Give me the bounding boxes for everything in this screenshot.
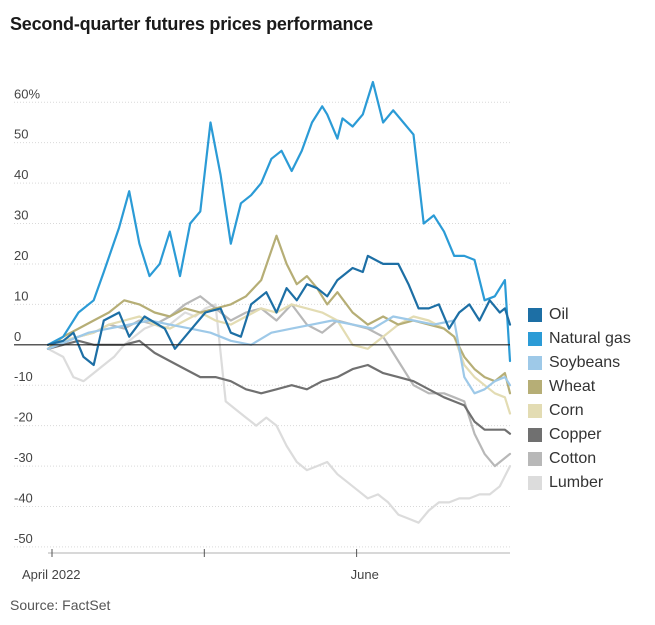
legend: Oil Natural gas Soybeans Wheat Corn Copper Cot… — [528, 303, 631, 495]
y-tick-label: 60% — [14, 86, 40, 101]
legend-swatch — [528, 428, 542, 442]
series-line-wheat — [46, 234, 512, 395]
series-line-soybeans — [46, 315, 512, 395]
legend-item: Lumber — [528, 471, 631, 495]
y-tick-label: -30 — [14, 450, 33, 465]
legend-label: Oil — [549, 306, 569, 323]
legend-label: Cotton — [549, 450, 597, 467]
y-tick-label: 30 — [14, 208, 28, 223]
legend-item: Copper — [528, 423, 631, 447]
y-tick-label: 40 — [14, 167, 28, 182]
legend-swatch — [528, 380, 542, 394]
legend-swatch — [528, 308, 542, 322]
legend-item: Cotton — [528, 447, 631, 471]
x-tick-label: June — [351, 567, 379, 582]
x-tick-label: April 2022 — [22, 567, 81, 582]
y-tick-label: 0 — [14, 329, 21, 344]
series-line-corn — [46, 303, 512, 415]
chart-title: Second-quarter futures prices performanc… — [10, 14, 373, 34]
y-tick-label: 10 — [14, 288, 28, 303]
y-tick-label: -20 — [14, 410, 33, 425]
legend-label: Natural gas — [549, 330, 631, 347]
legend-label: Soybeans — [549, 354, 621, 371]
y-tick-label: -50 — [14, 531, 33, 546]
legend-label: Wheat — [549, 378, 596, 395]
series-line-oil — [46, 254, 512, 367]
legend-item: Wheat — [528, 375, 631, 399]
y-tick-label: -10 — [14, 369, 33, 384]
legend-item: Corn — [528, 399, 631, 423]
legend-swatch — [528, 452, 542, 466]
legend-item: Oil — [528, 303, 631, 327]
legend-label: Corn — [549, 402, 584, 419]
y-tick-label: 20 — [14, 248, 28, 263]
legend-swatch — [528, 476, 542, 490]
series-line-copper — [46, 339, 512, 435]
legend-label: Copper — [549, 426, 602, 443]
y-tick-label: -40 — [14, 490, 33, 505]
legend-label: Lumber — [549, 474, 604, 491]
legend-item: Soybeans — [528, 351, 631, 375]
legend-item: Natural gas — [528, 327, 631, 351]
y-axis-ticks: 60% 50 40 30 20 10 0 -10 -20 -30 -40 -50 — [14, 86, 40, 546]
source-note: Source: FactSet — [10, 597, 111, 613]
series-line-natural-gas — [46, 80, 512, 363]
series-line-lumber — [46, 303, 512, 524]
series-lines — [46, 80, 512, 524]
legend-swatch — [528, 404, 542, 418]
y-tick-label: 50 — [14, 127, 28, 142]
legend-swatch — [528, 356, 542, 370]
legend-swatch — [528, 332, 542, 346]
x-axis-ticks: April 2022 June — [22, 549, 379, 582]
